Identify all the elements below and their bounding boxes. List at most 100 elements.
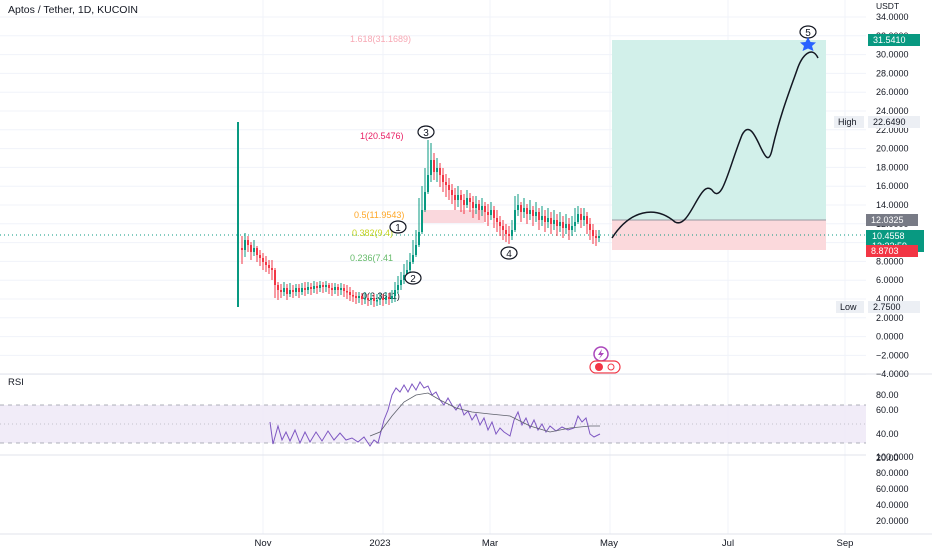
- lightning-icon[interactable]: [593, 346, 609, 362]
- price-tick: 20.0000: [876, 144, 909, 154]
- price-tick: 30.0000: [876, 50, 909, 60]
- svg-text:12.0325: 12.0325: [871, 215, 904, 225]
- price-unit: USDT: [876, 1, 899, 11]
- fib-highlight-box: [422, 210, 484, 223]
- candle-body: [433, 160, 435, 172]
- low-badge[interactable]: Low 2.7500: [836, 301, 920, 313]
- wave-2-label[interactable]: 2: [404, 271, 422, 285]
- earnings-icon[interactable]: [589, 360, 621, 374]
- candle-body: [481, 206, 483, 210]
- candle-body: [388, 297, 390, 299]
- entry-price-badge[interactable]: 12.0325: [866, 214, 918, 226]
- candle-body: [562, 222, 564, 228]
- candle-body: [355, 296, 357, 298]
- candle-body: [295, 288, 297, 292]
- secondary-axis[interactable]: 100.0000 80.0000 60.0000 40.0000 20.0000: [876, 452, 914, 526]
- svg-text:10.4558: 10.4558: [872, 231, 905, 241]
- time-tick: 2023: [369, 538, 390, 549]
- high-badge[interactable]: High 22.6490: [834, 116, 920, 128]
- svg-text:Low: Low: [840, 302, 857, 312]
- wave-4-label[interactable]: 4: [500, 246, 518, 260]
- fib-0236-label: 0.236(7.41: [350, 253, 393, 263]
- star-icon: [800, 37, 816, 51]
- candle-body: [529, 210, 531, 214]
- candle-body: [430, 160, 432, 175]
- candle-body: [502, 226, 504, 230]
- svg-text:High: High: [838, 117, 857, 127]
- price-tick: 34.0000: [876, 12, 909, 22]
- loss-zone[interactable]: [612, 220, 826, 250]
- candle-body: [424, 192, 426, 210]
- candle-body: [517, 205, 519, 210]
- secondary-tick: 40.0000: [876, 500, 909, 510]
- price-tick: −2.0000: [876, 350, 909, 360]
- svg-text:1: 1: [395, 223, 401, 234]
- stop-price-badge[interactable]: 8.8703: [866, 245, 918, 257]
- candle-body: [484, 206, 486, 212]
- fib-05-label: 0.5(11.9543): [354, 210, 404, 220]
- candle-body: [337, 287, 339, 290]
- candle-body: [253, 248, 255, 252]
- candle-body: [304, 288, 306, 290]
- price-tick: 26.0000: [876, 87, 909, 97]
- candle-body: [442, 175, 444, 182]
- candle-body: [547, 218, 549, 222]
- candle-body: [307, 287, 309, 290]
- price-tick: 28.0000: [876, 68, 909, 78]
- wave-1-label[interactable]: 1: [389, 220, 407, 234]
- candle-body: [250, 245, 252, 252]
- candle-body: [598, 236, 600, 238]
- candle-body: [454, 195, 456, 200]
- svg-text:2.7500: 2.7500: [873, 302, 901, 312]
- candle-body: [478, 204, 480, 210]
- time-tick: May: [600, 538, 618, 549]
- candle-body: [379, 298, 381, 300]
- candle-body: [544, 216, 546, 222]
- candle-body: [358, 296, 360, 298]
- price-tick: 2.0000: [876, 313, 904, 323]
- price-tick: 22.0000: [876, 125, 909, 135]
- candle-body: [538, 212, 540, 220]
- candle-body: [274, 270, 276, 285]
- svg-text:22.6490: 22.6490: [873, 117, 906, 127]
- rsi-line: [269, 381, 601, 447]
- profit-zone[interactable]: [612, 40, 826, 220]
- candle-body: [487, 212, 489, 215]
- svg-text:2: 2: [410, 274, 416, 285]
- candle-body: [361, 296, 363, 299]
- candle-body: [595, 236, 597, 238]
- candle-body: [511, 230, 513, 236]
- symbol-title[interactable]: Aptos / Tether, 1D, KUCOIN: [8, 4, 138, 16]
- time-axis[interactable]: Nov 2023 Mar May Jul Sep: [255, 538, 854, 549]
- rsi-axis[interactable]: 60.00 40.00 20.00 80.00: [876, 390, 899, 463]
- candle-body: [583, 216, 585, 220]
- candle-body: [406, 270, 408, 275]
- candles[interactable]: [241, 140, 600, 307]
- svg-text:5: 5: [805, 28, 811, 39]
- candle-body: [331, 288, 333, 290]
- candle-body: [427, 175, 429, 192]
- candle-body: [322, 285, 324, 287]
- candle-body: [526, 208, 528, 214]
- price-axis[interactable]: 34.000032.000030.000028.000026.000024.00…: [876, 12, 909, 379]
- candle-body: [550, 218, 552, 224]
- time-tick: Jul: [722, 538, 734, 549]
- candle-body: [259, 255, 261, 258]
- candle-body: [346, 291, 348, 293]
- price-tick: 18.0000: [876, 162, 909, 172]
- wave-3-label[interactable]: 3: [417, 125, 435, 139]
- time-tick: Nov: [255, 538, 272, 549]
- rsi-title[interactable]: RSI: [8, 377, 24, 388]
- candle-body: [400, 280, 402, 285]
- candle-body: [313, 286, 315, 289]
- time-tick: Mar: [482, 538, 498, 549]
- candle-body: [589, 224, 591, 230]
- projection-path[interactable]: [611, 51, 819, 239]
- candle-body: [451, 190, 453, 195]
- candle-body: [298, 288, 300, 292]
- candle-body: [340, 288, 342, 290]
- target-price-badge[interactable]: 31.5410: [868, 34, 920, 46]
- candle-body: [541, 216, 543, 220]
- candle-body: [532, 210, 534, 216]
